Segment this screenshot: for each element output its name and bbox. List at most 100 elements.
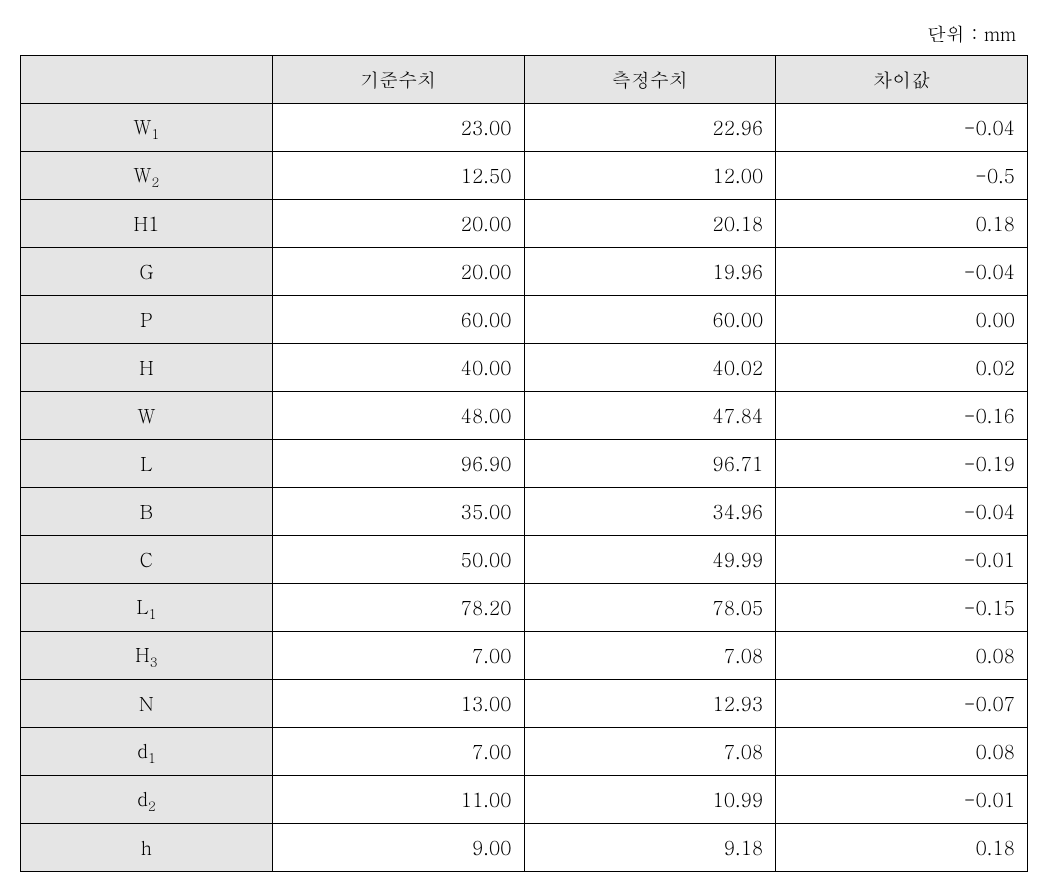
- row-label-subscript: 1: [151, 123, 159, 142]
- cell-meas: 20.18: [524, 200, 776, 248]
- cell-diff: 0.08: [776, 728, 1028, 776]
- table-row: d211.0010.99-0.01: [21, 776, 1028, 824]
- cell-diff: 0.02: [776, 344, 1028, 392]
- cell-meas: 7.08: [524, 728, 776, 776]
- row-label: P: [21, 296, 273, 344]
- cell-meas: 10.99: [524, 776, 776, 824]
- row-label: H: [21, 344, 273, 392]
- row-label: H1: [21, 200, 273, 248]
- row-label: h: [21, 824, 273, 872]
- cell-meas: 49.99: [524, 536, 776, 584]
- table-row: N13.0012.93-0.07: [21, 680, 1028, 728]
- cell-diff: 0.18: [776, 824, 1028, 872]
- row-label: C: [21, 536, 273, 584]
- row-label: W: [21, 392, 273, 440]
- row-label: W2: [21, 152, 273, 200]
- row-label: G: [21, 248, 273, 296]
- cell-meas: 78.05: [524, 584, 776, 632]
- row-label-text: d: [137, 737, 148, 764]
- cell-ref: 40.00: [272, 344, 524, 392]
- table-header-meas: 측정수치: [524, 56, 776, 104]
- table-header-blank: [21, 56, 273, 104]
- cell-meas: 60.00: [524, 296, 776, 344]
- unit-label: 단위 : mm: [20, 20, 1028, 47]
- cell-ref: 7.00: [272, 632, 524, 680]
- cell-diff: -0.04: [776, 104, 1028, 152]
- row-label-subscript: 2: [148, 795, 156, 814]
- cell-diff: -0.15: [776, 584, 1028, 632]
- cell-ref: 20.00: [272, 200, 524, 248]
- cell-meas: 19.96: [524, 248, 776, 296]
- cell-ref: 11.00: [272, 776, 524, 824]
- cell-ref: 20.00: [272, 248, 524, 296]
- row-label-text: W: [133, 113, 151, 140]
- table-row: H120.0020.180.18: [21, 200, 1028, 248]
- cell-meas: 40.02: [524, 344, 776, 392]
- cell-ref: 13.00: [272, 680, 524, 728]
- table-header-diff: 차이값: [776, 56, 1028, 104]
- cell-ref: 35.00: [272, 488, 524, 536]
- cell-meas: 22.96: [524, 104, 776, 152]
- row-label-text: W: [133, 161, 151, 188]
- table-header-row: 기준수치 측정수치 차이값: [21, 56, 1028, 104]
- table-row: L178.2078.05-0.15: [21, 584, 1028, 632]
- row-label: H3: [21, 632, 273, 680]
- row-label-text: L: [136, 593, 148, 620]
- row-label-text: H: [135, 641, 150, 668]
- cell-diff: -0.07: [776, 680, 1028, 728]
- table-row: H40.0040.020.02: [21, 344, 1028, 392]
- measurement-table: 기준수치 측정수치 차이값 W123.0022.96-0.04W212.5012…: [20, 55, 1028, 872]
- row-label: B: [21, 488, 273, 536]
- cell-meas: 7.08: [524, 632, 776, 680]
- cell-meas: 12.93: [524, 680, 776, 728]
- cell-diff: 0.18: [776, 200, 1028, 248]
- cell-meas: 12.00: [524, 152, 776, 200]
- table-row: G20.0019.96-0.04: [21, 248, 1028, 296]
- cell-ref: 12.50: [272, 152, 524, 200]
- row-label-subscript: 3: [150, 651, 158, 670]
- cell-meas: 34.96: [524, 488, 776, 536]
- table-row: B35.0034.96-0.04: [21, 488, 1028, 536]
- row-label-text: d: [137, 785, 148, 812]
- cell-meas: 9.18: [524, 824, 776, 872]
- cell-ref: 50.00: [272, 536, 524, 584]
- cell-diff: -0.04: [776, 248, 1028, 296]
- cell-ref: 60.00: [272, 296, 524, 344]
- row-label: d1: [21, 728, 273, 776]
- cell-diff: -0.01: [776, 776, 1028, 824]
- row-label: W1: [21, 104, 273, 152]
- cell-diff: -0.16: [776, 392, 1028, 440]
- table-row: h9.009.180.18: [21, 824, 1028, 872]
- table-row: P60.0060.000.00: [21, 296, 1028, 344]
- table-row: H37.007.080.08: [21, 632, 1028, 680]
- cell-diff: 0.00: [776, 296, 1028, 344]
- cell-meas: 96.71: [524, 440, 776, 488]
- cell-diff: 0.08: [776, 632, 1028, 680]
- cell-ref: 96.90: [272, 440, 524, 488]
- table-header-ref: 기준수치: [272, 56, 524, 104]
- table-body: W123.0022.96-0.04W212.5012.00-0.5H120.00…: [21, 104, 1028, 872]
- table-row: W123.0022.96-0.04: [21, 104, 1028, 152]
- cell-ref: 7.00: [272, 728, 524, 776]
- table-row: L96.9096.71-0.19: [21, 440, 1028, 488]
- table-row: W48.0047.84-0.16: [21, 392, 1028, 440]
- table-row: d17.007.080.08: [21, 728, 1028, 776]
- row-label-subscript: 1: [148, 603, 156, 622]
- table-row: W212.5012.00-0.5: [21, 152, 1028, 200]
- row-label-subscript: 2: [151, 171, 159, 190]
- row-label: L1: [21, 584, 273, 632]
- cell-diff: -0.01: [776, 536, 1028, 584]
- cell-meas: 47.84: [524, 392, 776, 440]
- cell-diff: -0.19: [776, 440, 1028, 488]
- row-label: N: [21, 680, 273, 728]
- cell-diff: -0.5: [776, 152, 1028, 200]
- row-label: L: [21, 440, 273, 488]
- cell-diff: -0.04: [776, 488, 1028, 536]
- cell-ref: 48.00: [272, 392, 524, 440]
- cell-ref: 23.00: [272, 104, 524, 152]
- row-label-subscript: 1: [148, 747, 156, 766]
- cell-ref: 9.00: [272, 824, 524, 872]
- cell-ref: 78.20: [272, 584, 524, 632]
- table-row: C50.0049.99-0.01: [21, 536, 1028, 584]
- row-label: d2: [21, 776, 273, 824]
